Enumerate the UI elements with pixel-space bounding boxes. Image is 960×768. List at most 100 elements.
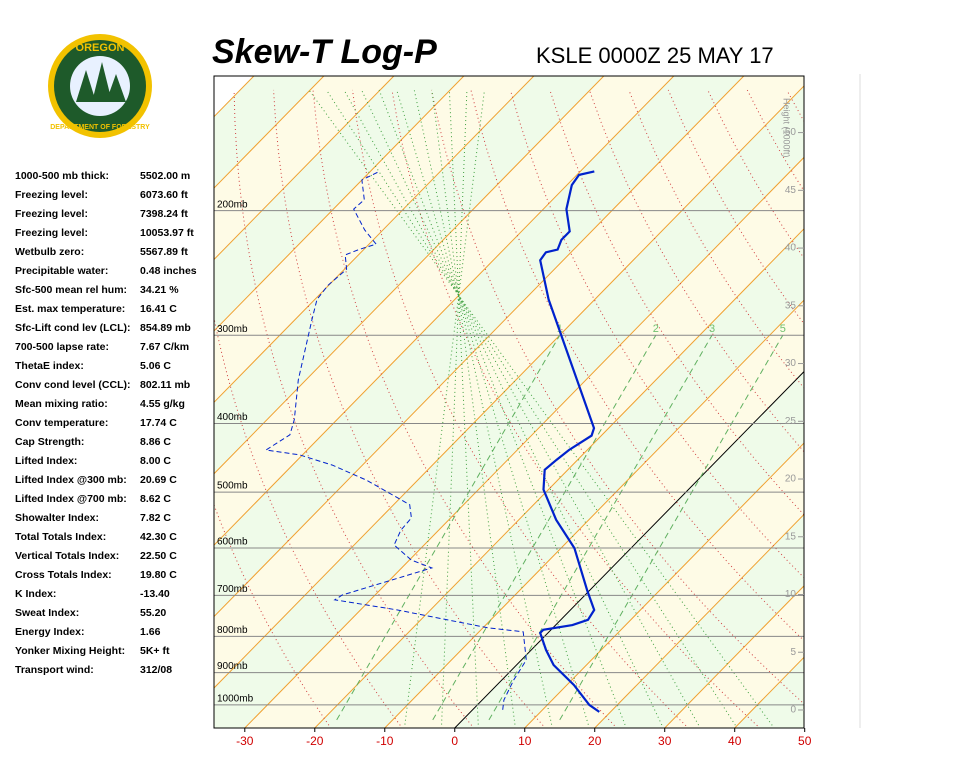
stat-value: 17.74 C [140, 417, 177, 429]
stat-label: Freezing level: [15, 227, 88, 239]
x-tick-label: 50 [798, 734, 812, 748]
stat-label: Sfc-Lift cond lev (LCL): [15, 322, 131, 334]
plot-frame [213, 75, 805, 729]
mixing-ratio-label: 5 [780, 323, 786, 335]
stat-label: Transport wind: [15, 664, 94, 676]
height-label: 0 [790, 705, 796, 716]
stat-label: Cap Strength: [15, 436, 84, 448]
stat-value: 10053.97 ft [140, 227, 194, 239]
stat-value: 0.48 inches [140, 265, 197, 277]
pressure-label: 500mb [217, 481, 248, 492]
stat-value: 42.30 C [140, 531, 177, 543]
dry-adiabat [470, 89, 804, 642]
pressure-label: 600mb [217, 537, 248, 548]
height-label: 40 [785, 243, 797, 254]
isotherm [594, 513, 804, 728]
stat-label: Energy Index: [15, 626, 84, 638]
isotherm [244, 156, 804, 728]
stat-value: 19.80 C [140, 569, 177, 581]
stat-value: 8.86 C [140, 436, 171, 448]
band [214, 76, 804, 689]
dry-adiabat [273, 89, 546, 728]
stat-label: 1000-500 mb thick: [15, 170, 109, 182]
stat-value: 854.89 mb [140, 322, 191, 334]
stat-label: Total Totals Index: [15, 531, 106, 543]
stat-label: Conv temperature: [15, 417, 108, 429]
stat-value: 5K+ ft [140, 645, 170, 657]
moist-adiabat [396, 89, 590, 728]
stat-label: Showalter Index: [15, 512, 99, 524]
dry-adiabat [588, 89, 804, 453]
x-tick-label: -10 [376, 734, 394, 748]
stat-value: -13.40 [140, 588, 170, 600]
dry-adiabat [866, 90, 960, 729]
chart-title: Skew-T Log-P [212, 33, 437, 71]
stat-value: 1.66 [140, 626, 161, 638]
stat-label: K Index: [15, 588, 56, 600]
logo-bottom: DEPARTMENT OF FORESTRY [50, 124, 150, 131]
dewpoint-line [264, 170, 527, 710]
isotherm [314, 228, 804, 728]
stat-label: Conv cond level (CCL): [15, 379, 131, 391]
stat-label: Vertical Totals Index: [15, 550, 119, 562]
stat-label: Sfc-500 mean rel hum: [15, 284, 127, 296]
moist-adiabat [403, 89, 485, 728]
moist-adiabat [431, 89, 516, 728]
mixing-ratio-line [336, 334, 561, 721]
height-label: 45 [785, 185, 797, 196]
height-label: 30 [785, 358, 797, 369]
x-tick-label: 30 [658, 734, 672, 748]
logo: OREGON DEPARTMENT OF FORESTRY [48, 34, 152, 138]
mixing-ratio-label: 2 [653, 323, 659, 335]
x-tick-label: 20 [588, 734, 602, 748]
stats-table: 1000-500 mb thick: 5502.00 m Freezing leve… [15, 170, 197, 676]
isotherm [214, 76, 605, 475]
isotherm [664, 585, 804, 728]
x-tick-label: 40 [728, 734, 742, 748]
stat-label: Wetbulb zero: [15, 246, 84, 258]
isotherm [214, 76, 675, 546]
height-label: 5 [790, 647, 796, 658]
stat-value: 7398.24 ft [140, 208, 188, 220]
stat-label: Mean mixing ratio: [15, 398, 108, 410]
stat-label: Lifted Index @700 mb: [15, 493, 127, 505]
moist-adiabat [308, 89, 775, 728]
logo-top: OREGON [76, 42, 125, 54]
y2-axis-label: Height (1000ft) [782, 98, 792, 158]
stat-value: 5502.00 m [140, 170, 190, 182]
stat-value: 34.21 % [140, 284, 179, 296]
dry-adiabat [391, 89, 761, 728]
stat-value: 802.11 mb [140, 379, 190, 391]
isotherm [214, 76, 465, 332]
mixing-ratio-line [559, 334, 784, 721]
isotherm [384, 299, 804, 728]
height-label: 20 [785, 474, 797, 485]
isotherm [875, 76, 960, 728]
dry-adiabat [905, 90, 960, 729]
pressure-label: 800mb [217, 625, 248, 636]
stat-label: Est. max temperature: [15, 303, 125, 315]
band [805, 76, 960, 728]
height-label: 35 [785, 300, 797, 311]
height-label: 15 [785, 531, 797, 542]
dry-adiabat [826, 90, 960, 729]
stat-value: 5567.89 ft [140, 246, 188, 258]
stat-label: Lifted Index @300 mb: [15, 474, 127, 486]
dry-adiabat [628, 89, 804, 389]
stat-value: 55.20 [140, 607, 166, 619]
dry-adiabat [233, 89, 475, 728]
isotherm [524, 442, 804, 728]
stat-value: 312/08 [140, 664, 172, 676]
stat-label: 700-500 lapse rate: [15, 341, 109, 353]
pressure-label: 300mb [217, 324, 248, 335]
stat-label: Precipitable water: [15, 265, 108, 277]
pressure-label: 900mb [217, 661, 248, 672]
stat-value: 8.00 C [140, 455, 171, 467]
stat-label: Lifted Index: [15, 455, 77, 467]
pressure-label: 1000mb [217, 694, 254, 705]
pressure-label: 200mb [217, 199, 248, 210]
chart-subtitle: KSLE 0000Z 25 MAY 17 [536, 43, 774, 68]
stat-label: Freezing level: [15, 189, 88, 201]
height-label: 50 [785, 127, 797, 138]
